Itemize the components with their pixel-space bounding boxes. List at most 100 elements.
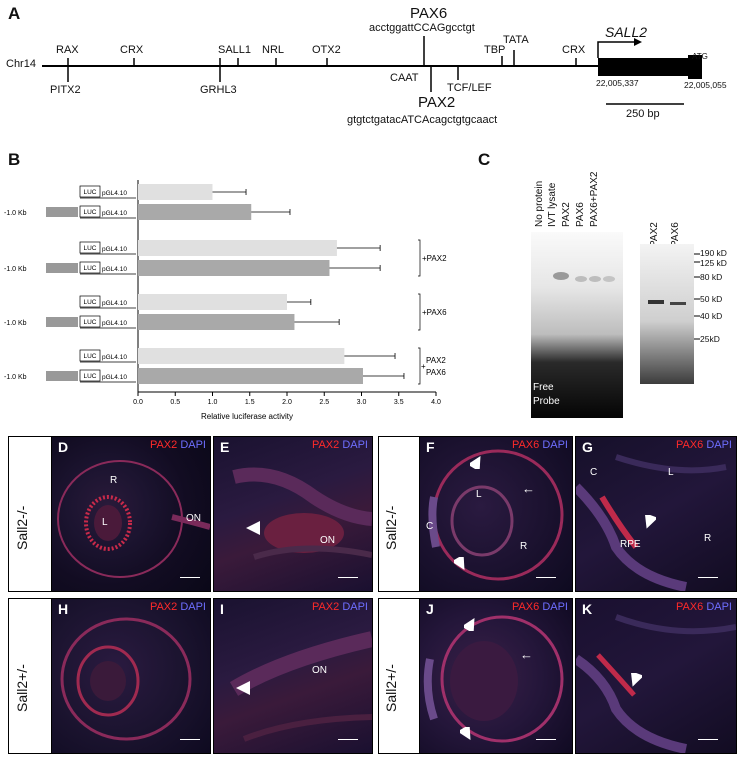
- site-nrl: NRL: [262, 44, 285, 56]
- image-f-stain: PAX6 DAPI: [511, 439, 568, 451]
- image-f-l: L: [476, 489, 482, 500]
- image-e-on: ON: [320, 535, 335, 546]
- image-g-c: C: [590, 467, 598, 478]
- image-g-l: L: [668, 467, 674, 478]
- bar: [138, 314, 295, 330]
- promoter-box: [46, 371, 78, 381]
- image-j-stain: PAX6 DAPI: [511, 601, 568, 613]
- genotype-bottom-left: Sall2+/-: [14, 664, 30, 712]
- site-otx2: OTX2: [312, 44, 341, 56]
- promoter-map: [42, 36, 702, 105]
- site-tcf-lef: TCF/LEF: [447, 82, 492, 94]
- group-label: PAX2: [426, 356, 446, 365]
- image-f-label: F: [426, 439, 435, 455]
- free-label: Free: [533, 382, 554, 393]
- group-label: +PAX6: [422, 308, 447, 317]
- bar: [138, 260, 330, 276]
- site-crx: CRX: [120, 44, 144, 56]
- vector-label: pGL4.10: [102, 210, 127, 217]
- promoter-label: -1.0 Kb: [4, 210, 27, 217]
- image-g-stain: PAX6 DAPI: [675, 439, 732, 451]
- image-i-stain: PAX2 DAPI: [311, 601, 368, 613]
- site-rax: RAX: [56, 44, 79, 56]
- image-h-label: H: [58, 601, 69, 617]
- group-label: PAX6: [426, 368, 446, 377]
- luc-box: [79, 185, 101, 198]
- x-tick-label: 3.0: [357, 399, 367, 406]
- image-h: H PAX2 DAPI: [51, 598, 211, 754]
- site-tata: TATA: [503, 34, 529, 46]
- image-k-label: K: [582, 601, 593, 617]
- genotype-top-right: Sall2-/-: [383, 505, 399, 550]
- promoter-box: [46, 263, 78, 273]
- image-d-l: L: [102, 517, 108, 528]
- pax2-site-name: PAX2: [418, 94, 456, 111]
- luc-box: [79, 349, 101, 362]
- emsa-lane-no-protein: No protein: [534, 180, 545, 227]
- image-g-r: R: [704, 533, 712, 544]
- bar: [138, 184, 213, 200]
- group-plus: +: [421, 362, 426, 371]
- image-e-label: E: [220, 439, 230, 455]
- site-sall1: SALL1: [218, 44, 252, 56]
- emsa-lane-ivt: IVT lysate: [547, 182, 558, 227]
- vector-label: pGL4.10: [102, 354, 127, 361]
- image-j-label: J: [426, 601, 434, 617]
- bar: [138, 294, 287, 310]
- emsa-lane-pax2: PAX2: [561, 202, 572, 227]
- luc-box: [79, 295, 101, 308]
- panel-b-label: B: [8, 150, 21, 169]
- luc-label: LUC: [83, 299, 96, 306]
- pax6-site-name: PAX6: [410, 5, 448, 22]
- x-axis-label: Relative luciferase activity: [201, 412, 293, 421]
- wb-band-pax2: [648, 300, 664, 304]
- emsa-gel: [531, 232, 623, 418]
- promoter-label: -1.0 Kb: [4, 320, 27, 327]
- marker-125: 125 kD: [700, 258, 727, 268]
- luc-label: LUC: [83, 189, 96, 196]
- tss-arrow: [597, 41, 634, 58]
- vector-label: pGL4.10: [102, 374, 127, 381]
- vector-label: pGL4.10: [102, 246, 127, 253]
- pax6-sequence: acctggattCCAGgcctgt: [369, 22, 475, 34]
- image-f-c: C: [426, 521, 434, 532]
- bar: [138, 348, 345, 364]
- image-d-stain: PAX2 DAPI: [149, 439, 206, 451]
- group-label: +PAX2: [422, 254, 447, 263]
- group-bracket: [418, 293, 421, 331]
- chrom-label: Chr14: [6, 58, 36, 70]
- image-i-on: ON: [312, 665, 327, 676]
- promoter-label: -1.0 Kb: [4, 374, 27, 381]
- x-tick-label: 3.5: [394, 399, 404, 406]
- emsa-lane-pax6-pax2: PAX6+PAX2: [589, 171, 600, 228]
- image-j-arrow: ←: [520, 647, 533, 662]
- marker-190: 190 kD: [700, 248, 727, 258]
- luc-label: LUC: [83, 209, 96, 216]
- image-e-stain: PAX2 DAPI: [311, 439, 368, 451]
- promoter-box: [46, 207, 78, 217]
- image-f-r: R: [520, 541, 528, 552]
- x-tick-label: 0.0: [133, 399, 143, 406]
- luc-label: LUC: [83, 265, 96, 272]
- luciferase-chart: 0.0 0.5 1.0 1.5 2.0 2.5 3.0 3.5 4.0 Relative luci…: [4, 180, 447, 421]
- site-caat: CAAT: [390, 72, 419, 84]
- emsa-shift-band: [553, 272, 569, 280]
- image-h-stain: PAX2 DAPI: [149, 601, 206, 613]
- sall2-label: SALL2: [605, 24, 648, 40]
- site-crx2: CRX: [562, 44, 586, 56]
- pax2-sequence: gtgtctgatacATCAcagctgtgcaact: [347, 114, 498, 126]
- coord-start: 22,005,337: [596, 78, 639, 88]
- luc-box: [79, 241, 101, 254]
- luc-box: [79, 369, 101, 382]
- western-blot: [640, 244, 694, 384]
- image-d-label: D: [58, 439, 69, 455]
- image-g-label: G: [582, 439, 593, 455]
- marker-80: 80 kD: [700, 272, 723, 282]
- x-tick-label: 1.0: [208, 399, 218, 406]
- image-i: I PAX2 DAPI ON: [213, 598, 373, 754]
- coord-end: 22,005,055: [684, 80, 727, 90]
- site-tbp: TBP: [484, 44, 506, 56]
- bar: [138, 204, 252, 220]
- bar: [138, 368, 363, 384]
- wb-band-pax6: [670, 302, 686, 305]
